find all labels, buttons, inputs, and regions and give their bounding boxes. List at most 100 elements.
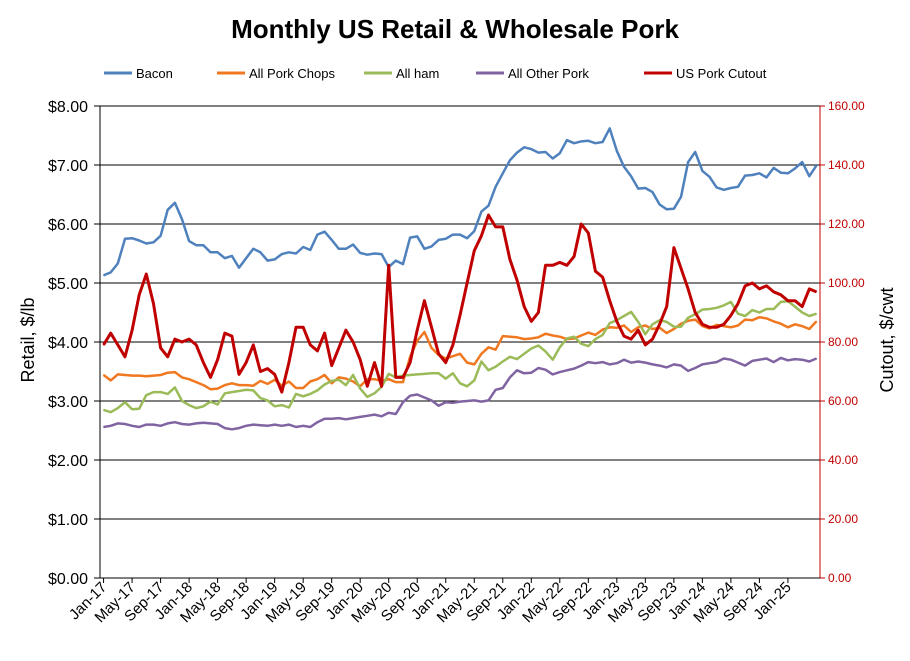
data-point — [124, 238, 126, 240]
y-tick-label-left: $7.00 — [48, 158, 88, 175]
data-point — [459, 353, 461, 355]
data-point — [637, 188, 639, 190]
data-point — [324, 383, 326, 386]
data-point — [231, 335, 233, 337]
data-point — [338, 347, 340, 349]
data-point — [438, 372, 440, 374]
data-point — [402, 381, 404, 383]
data-point — [765, 285, 768, 287]
data-point — [552, 373, 554, 375]
data-point — [502, 387, 504, 389]
data-point — [324, 374, 326, 376]
data-point — [452, 355, 454, 357]
data-point — [373, 414, 376, 416]
data-point — [701, 363, 704, 365]
data-point — [231, 391, 233, 393]
data-point — [259, 251, 261, 253]
data-point — [145, 242, 147, 245]
data-point — [416, 235, 418, 237]
data-point — [723, 323, 725, 325]
data-point — [644, 333, 646, 335]
data-point — [238, 267, 240, 269]
data-point — [217, 423, 219, 425]
data-point — [509, 159, 511, 161]
data-point — [637, 326, 639, 328]
data-point — [651, 323, 654, 325]
data-point — [466, 400, 468, 402]
y-tick-label-right: 0.00 — [828, 571, 852, 585]
data-point — [409, 237, 411, 239]
data-point — [523, 306, 525, 308]
data-point — [124, 374, 126, 376]
data-point — [181, 423, 183, 425]
data-point — [587, 332, 589, 334]
data-point — [217, 359, 219, 361]
data-point — [309, 380, 311, 383]
data-point — [274, 379, 276, 381]
data-point — [295, 326, 297, 328]
data-point — [252, 389, 254, 391]
data-point — [659, 203, 661, 206]
data-point — [552, 359, 554, 361]
y-tick-label-right: 20.00 — [828, 512, 858, 526]
data-point — [145, 273, 147, 275]
data-point — [623, 324, 625, 327]
data-point — [758, 316, 761, 318]
data-point — [430, 245, 433, 247]
data-point — [324, 332, 326, 334]
data-point — [103, 426, 105, 428]
data-point — [687, 288, 689, 290]
data-point — [780, 172, 782, 174]
data-point — [587, 140, 589, 142]
data-point — [459, 382, 461, 384]
data-point — [131, 329, 133, 331]
data-point — [217, 251, 219, 253]
y-tick-label-right: 80.00 — [828, 335, 858, 349]
data-point — [502, 360, 504, 363]
data-point — [366, 385, 368, 387]
data-point — [202, 422, 204, 424]
data-point — [202, 244, 204, 246]
data-point — [544, 333, 547, 335]
data-point — [744, 175, 746, 177]
data-point — [188, 404, 190, 406]
data-point — [630, 331, 632, 333]
series-line — [103, 127, 818, 277]
data-point — [438, 405, 440, 407]
data-point — [487, 399, 490, 401]
data-point — [815, 313, 818, 315]
data-point — [266, 383, 269, 385]
data-point — [751, 319, 753, 321]
data-point — [288, 362, 290, 364]
data-point — [808, 315, 810, 317]
data-point — [544, 369, 547, 371]
data-point — [245, 362, 247, 364]
data-point — [644, 362, 646, 364]
data-point — [309, 344, 311, 346]
data-point — [324, 418, 326, 420]
data-point — [708, 308, 711, 310]
data-point — [459, 314, 461, 316]
data-point — [430, 372, 433, 374]
data-point — [281, 425, 283, 427]
data-point — [174, 421, 176, 423]
data-point — [452, 234, 454, 236]
data-point — [266, 399, 269, 401]
data-point — [466, 237, 468, 239]
data-point — [566, 369, 568, 371]
data-point — [160, 374, 162, 376]
data-point — [666, 306, 668, 308]
data-point — [167, 422, 169, 424]
data-point — [716, 307, 718, 309]
data-point — [609, 363, 611, 365]
data-point — [473, 250, 475, 252]
data-point — [117, 373, 119, 375]
data-point — [174, 338, 176, 340]
data-point — [651, 363, 654, 365]
data-point — [117, 422, 119, 424]
data-point — [637, 321, 639, 323]
data-point — [609, 300, 611, 302]
data-point — [181, 376, 183, 378]
data-point — [523, 353, 525, 355]
data-point — [801, 359, 803, 361]
